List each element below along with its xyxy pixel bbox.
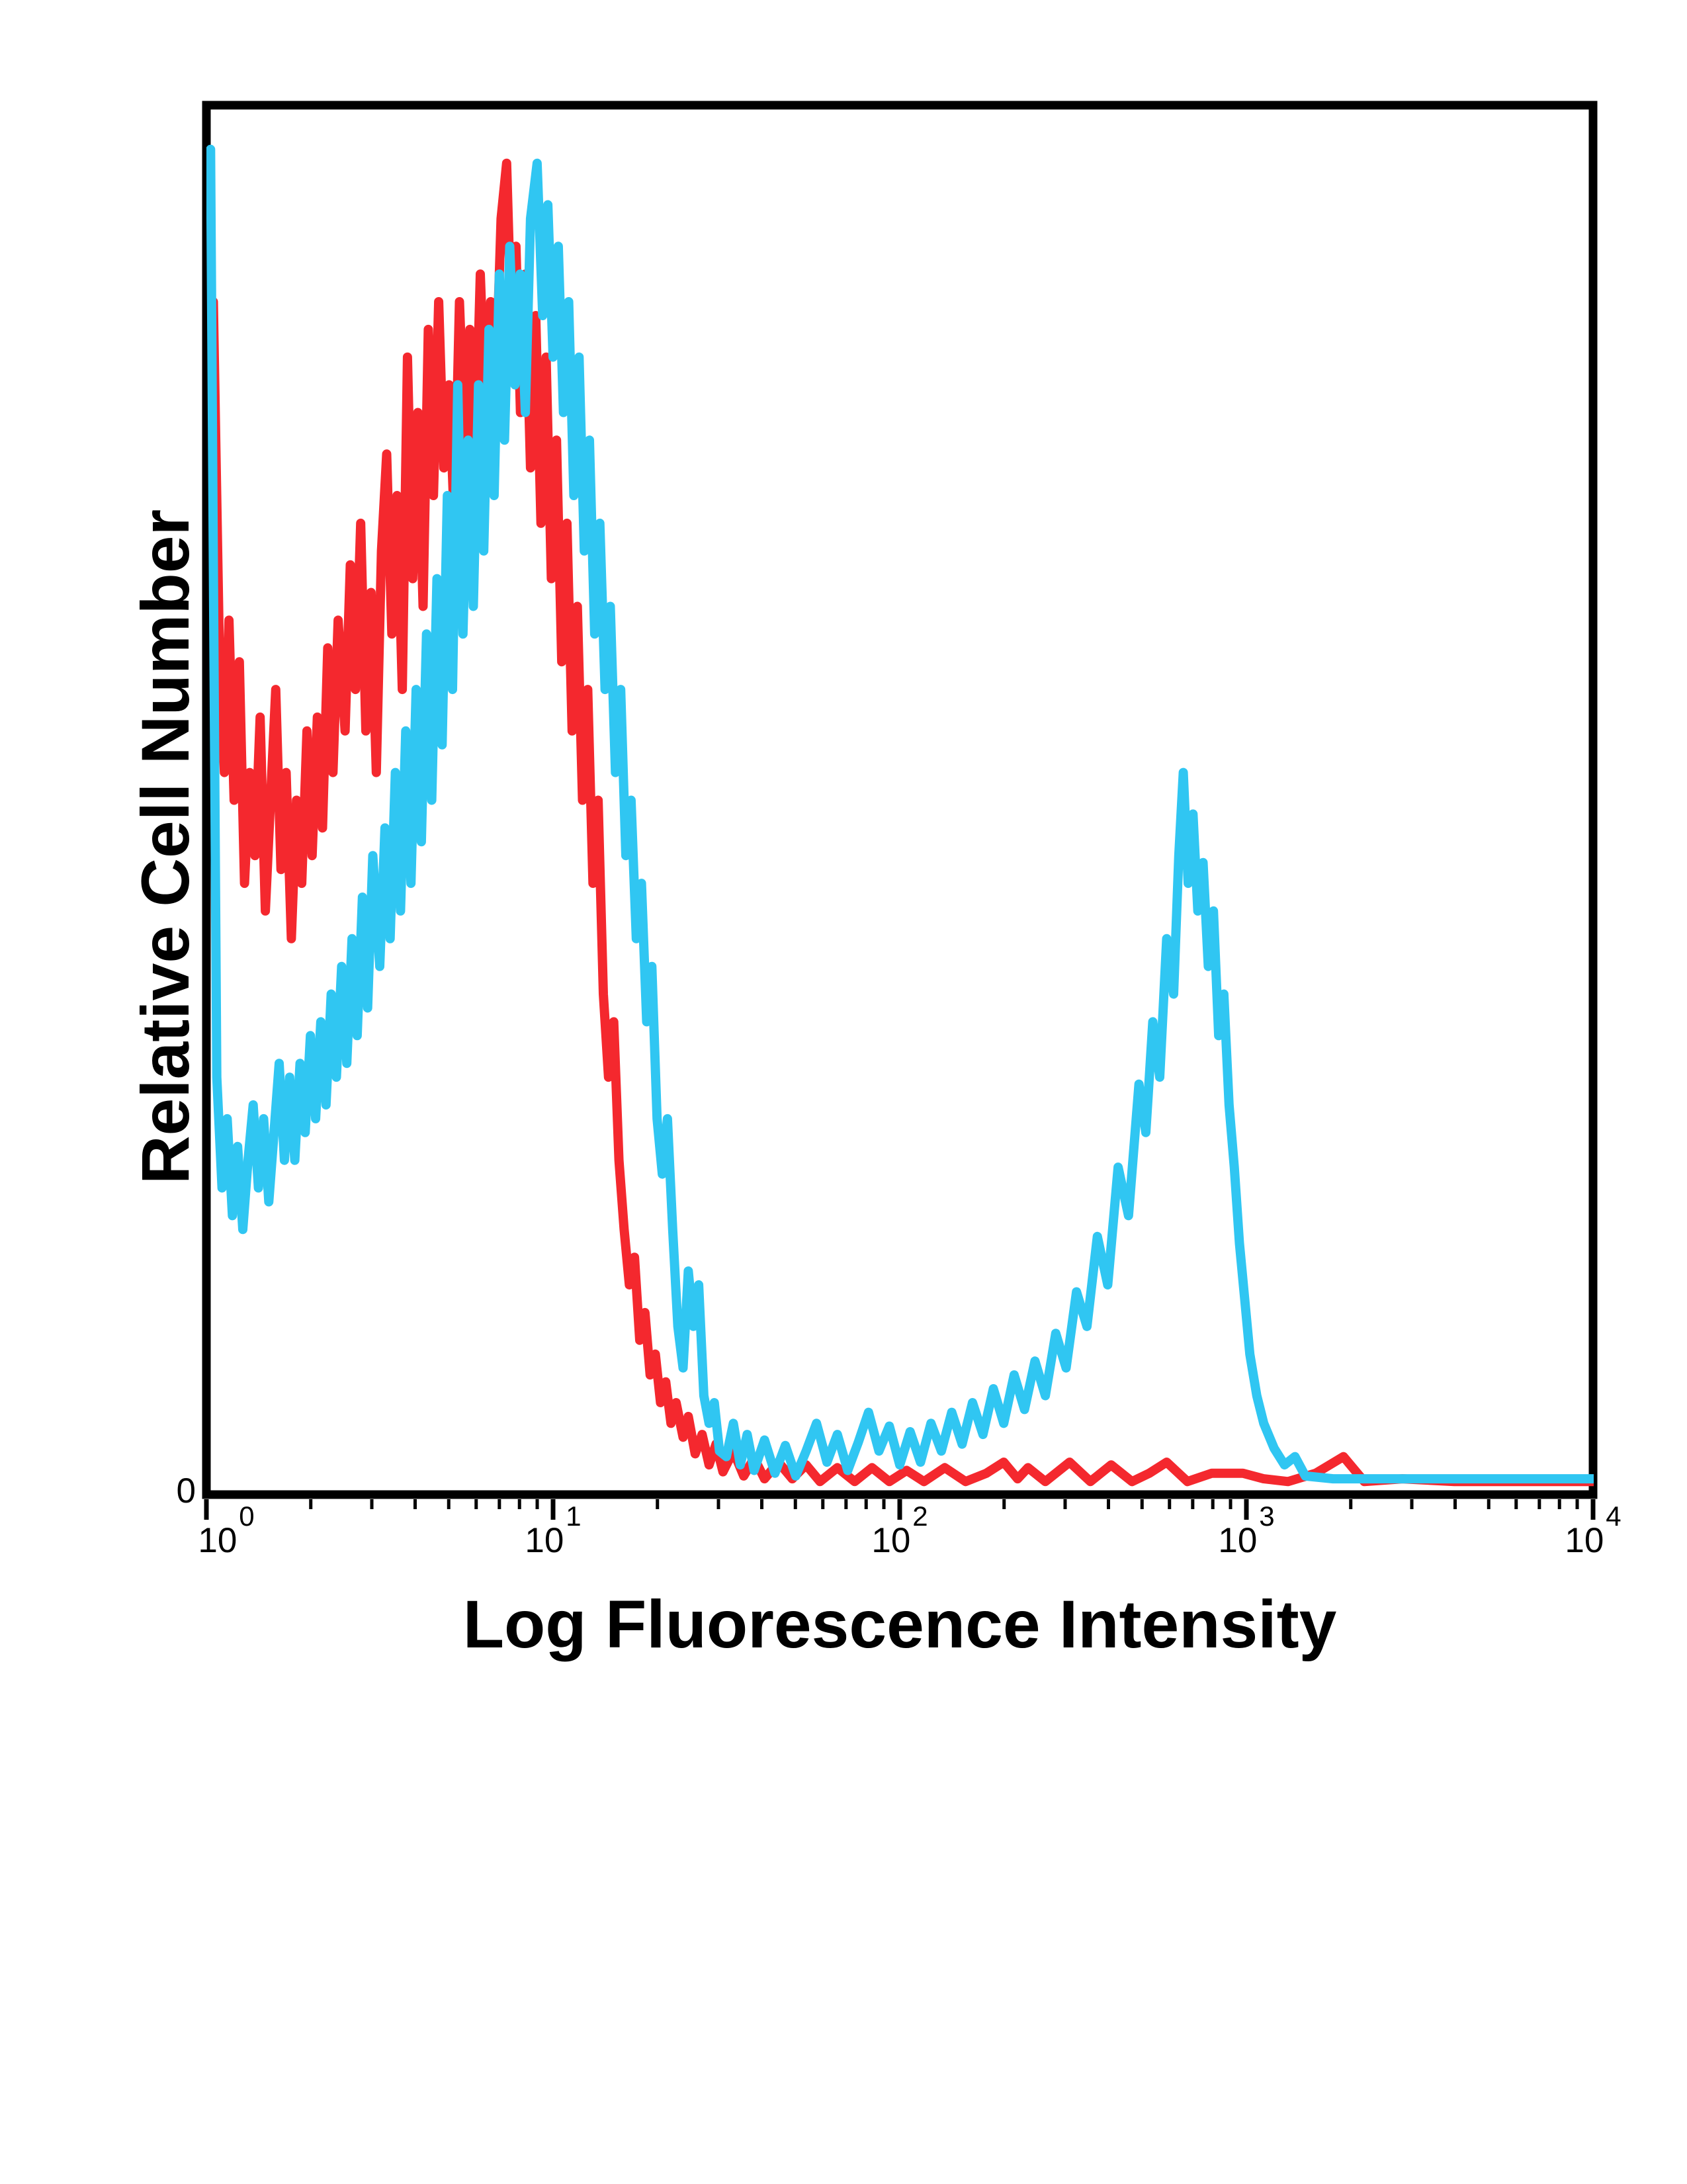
y-axis-label: Relative Cell Number (128, 509, 203, 1184)
x-axis-ticks (204, 1499, 1596, 1520)
cyan-curve (206, 144, 1594, 1484)
x-axis-label: Log Fluorescence Intensity (463, 1587, 1337, 1662)
plot-border (202, 101, 1598, 1499)
y-tick-label-zero: 0 (177, 1471, 196, 1510)
red-curve (208, 158, 1594, 1487)
histogram-curves (206, 144, 1594, 1487)
